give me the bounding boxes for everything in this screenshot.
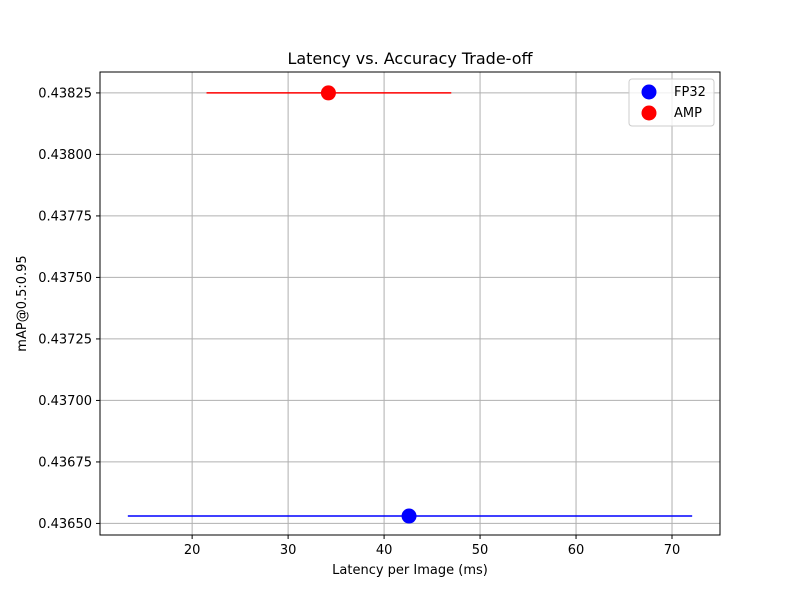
x-tick-label: 30 — [280, 543, 297, 558]
y-tick-label: 0.43650 — [38, 517, 92, 532]
y-tick-label: 0.43725 — [38, 332, 92, 347]
x-tick-label: 40 — [376, 543, 393, 558]
data-point-fp32 — [401, 508, 417, 524]
legend-label-amp: AMP — [674, 106, 702, 121]
legend: FP32 AMP — [628, 78, 715, 127]
chart-title: Latency vs. Accuracy Trade-off — [287, 49, 533, 68]
y-tick-label: 0.43775 — [38, 209, 92, 224]
x-tick-label: 70 — [664, 543, 681, 558]
plot-frame — [99, 71, 721, 536]
x-tick-label: 20 — [184, 543, 201, 558]
y-tick-label: 0.43800 — [38, 148, 92, 163]
x-axis-label: Latency per Image (ms) — [332, 563, 488, 578]
y-tick-label: 0.43700 — [38, 394, 92, 409]
axis-ticks: 20 30 40 50 60 70 0.43650 0.43675 0.43700 0.43725… — [38, 86, 680, 558]
x-tick-label: 60 — [568, 543, 585, 558]
legend-marker-fp32 — [641, 84, 657, 100]
y-tick-label: 0.43825 — [38, 86, 92, 101]
y-tick-label: 0.43750 — [38, 271, 92, 286]
x-tick-label: 50 — [472, 543, 489, 558]
y-tick-label: 0.43675 — [38, 455, 92, 470]
legend-marker-amp — [641, 105, 657, 121]
data-layer — [127, 85, 693, 524]
data-point-amp — [320, 85, 336, 101]
y-axis-label: mAP@0.5:0.95 — [15, 255, 30, 351]
legend-label-fp32: FP32 — [674, 85, 706, 100]
